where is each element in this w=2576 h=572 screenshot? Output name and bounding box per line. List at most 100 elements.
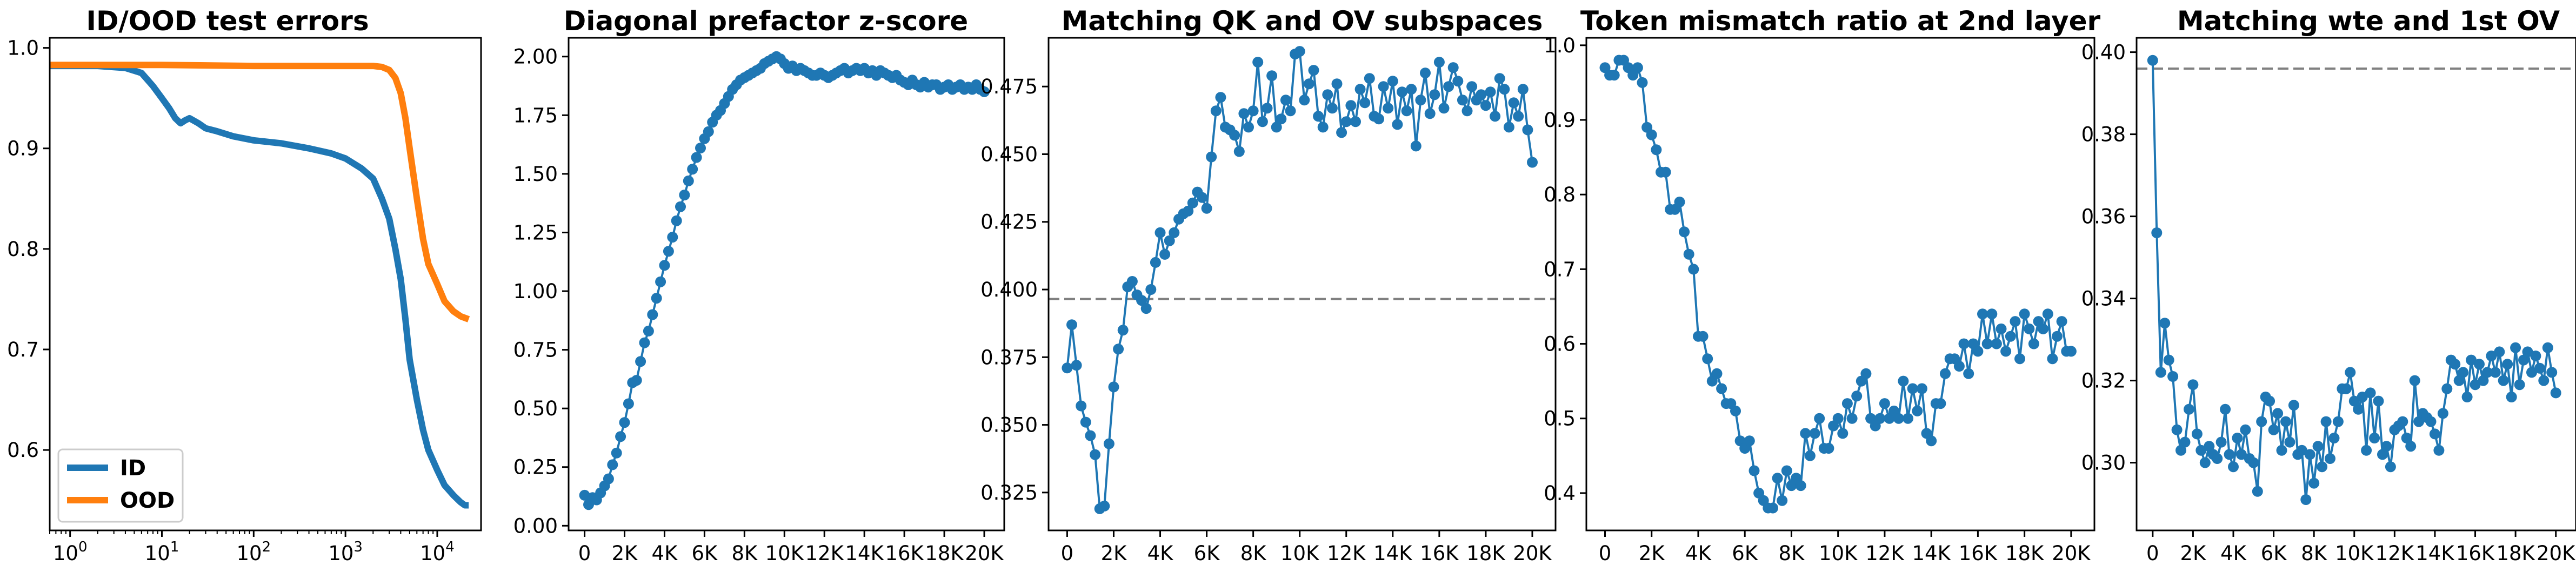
chart-4-point <box>2437 408 2448 419</box>
chart-1-point <box>607 459 618 470</box>
chart-2-point <box>1090 449 1101 460</box>
chart-3-point <box>1893 413 1904 424</box>
chart-1-point <box>663 246 674 257</box>
chart-3-point <box>1841 398 1853 409</box>
chart-0-x-tick-label: 104 <box>420 539 455 565</box>
chart-4-point <box>2441 383 2453 394</box>
chart-2-point <box>1480 100 1491 111</box>
chart-4-point <box>2514 379 2525 391</box>
chart-2-point <box>1359 97 1371 109</box>
chart-3-point <box>1986 308 1998 320</box>
chart-0-y-tick-label: 0.6 <box>7 439 39 462</box>
chart-4-x-tick-label: 20K <box>2537 542 2576 565</box>
chart-2-point <box>1299 95 1310 106</box>
chart-1-y-tick-label: 1.75 <box>513 104 558 127</box>
chart-2-point <box>1397 86 1407 98</box>
chart-4-point <box>2320 416 2332 427</box>
chart-1-y-tick-label: 0.75 <box>513 339 558 362</box>
chart-3-point <box>1926 435 1937 447</box>
chart-4-x-tick-label: 12K <box>2375 542 2415 565</box>
chart-4-y-tick-label: 0.40 <box>2081 41 2126 64</box>
chart-0-plot: 0.6 0.7 0.8 0.9 1.0 100 101 102 103 104 ID OOD <box>7 37 482 565</box>
chart-3-y-tick-label: 1.0 <box>1544 34 1576 57</box>
chart-4-point <box>2232 433 2243 443</box>
chart-1-point <box>635 356 646 367</box>
chart-3-point <box>1744 435 1755 447</box>
chart-2-axes-frame <box>1047 37 1557 531</box>
chart-4-point <box>2184 403 2194 415</box>
chart-3-point <box>1823 443 1834 454</box>
chart-2-point <box>1466 81 1478 92</box>
chart-2-point <box>1387 76 1398 87</box>
chart-0-x-tick-label: 103 <box>328 539 363 565</box>
chart-2-point <box>1066 319 1077 331</box>
chart-4-point <box>2163 354 2174 366</box>
chart-2-point <box>1247 105 1259 117</box>
chart-4-point <box>2534 362 2545 374</box>
chart-2-point <box>1117 325 1129 336</box>
chart-4-point <box>2490 367 2501 378</box>
chart-3-series-0-line <box>1604 59 2071 509</box>
chart-2-point <box>1159 248 1171 260</box>
chart-2-point <box>1308 65 1319 76</box>
chart-2-point <box>1252 57 1264 68</box>
chart-3-point <box>1804 450 1816 461</box>
chart-3-point <box>1697 331 1709 342</box>
chart-4-point <box>2494 346 2505 358</box>
chart-1-point <box>675 201 686 212</box>
chart-2-point <box>1354 84 1366 95</box>
chart-4-point <box>2235 449 2247 460</box>
chart-3-point <box>2014 353 2025 365</box>
chart-3-x-tick-label: 0 <box>1599 542 1612 565</box>
chart-4-point <box>2280 416 2291 427</box>
chart-2-point <box>1317 122 1329 133</box>
chart-2-point <box>1294 46 1305 57</box>
chart-2-x-tick-label: 6K <box>1194 542 1221 565</box>
chart-2-point <box>1271 122 1282 133</box>
chart-4-point <box>2215 436 2227 448</box>
chart-4-point <box>2284 436 2295 448</box>
chart-2-plot: 0.325 0.350 0.375 0.400 0.425 0.450 0.475 0 2K 4K… <box>980 37 1557 565</box>
chart-2-x-tick-label: 12K <box>1327 542 1366 565</box>
chart-3-point <box>1674 197 1685 207</box>
chart-0-legend: ID OOD <box>57 448 184 523</box>
chart-3-point <box>1651 144 1662 156</box>
chart-4-point <box>2248 457 2259 468</box>
chart-1-point <box>651 293 662 304</box>
chart-4-point <box>2361 445 2372 456</box>
chart-3-point <box>1749 465 1760 476</box>
chart-1-x-tick-label: 8K <box>731 542 758 565</box>
chart-1-point <box>667 232 678 243</box>
chart-2-x-tick-label: 2K <box>1101 542 1128 565</box>
chart-4-point <box>2401 433 2412 443</box>
chart-2-point <box>1378 81 1389 92</box>
chart-3-point <box>1953 361 1965 372</box>
chart-3-y-tick-label: 0.8 <box>1544 183 1576 206</box>
chart-4-point <box>2272 408 2284 419</box>
chart-2-point <box>1313 111 1324 122</box>
chart-0-y-tick-label: 0.7 <box>7 338 39 361</box>
chart-4-point <box>2453 375 2465 386</box>
chart-4: Matching wte and 1st OV 0.30 0.32 0.34 0.36… <box>2081 5 2576 565</box>
chart-2-point <box>1513 111 1524 122</box>
chart-1-point <box>639 337 650 348</box>
chart-3-point <box>2019 308 2030 320</box>
chart-2-point <box>1210 105 1222 117</box>
chart-4-x-tick-label: 16K <box>2456 542 2495 565</box>
chart-2-point <box>1113 344 1124 355</box>
chart-4-point <box>2195 445 2207 456</box>
chart-3-point <box>1996 323 2007 334</box>
chart-4-point <box>2550 387 2561 399</box>
chart-1-x-tick-label: 6K <box>692 542 719 565</box>
chart-3-point <box>1730 405 1741 416</box>
chart-2-point <box>1071 360 1082 371</box>
chart-1-point <box>611 447 622 459</box>
chart-2-point <box>1503 122 1514 133</box>
chart-4-point <box>2220 403 2231 415</box>
chart-1-point <box>659 260 670 271</box>
chart-2-x-tick-label: 10K <box>1280 542 1320 565</box>
chart-1-point <box>615 431 626 442</box>
chart-3-point <box>1795 480 1806 492</box>
chart-2-point <box>1243 122 1254 133</box>
chart-4-point <box>2159 318 2171 329</box>
